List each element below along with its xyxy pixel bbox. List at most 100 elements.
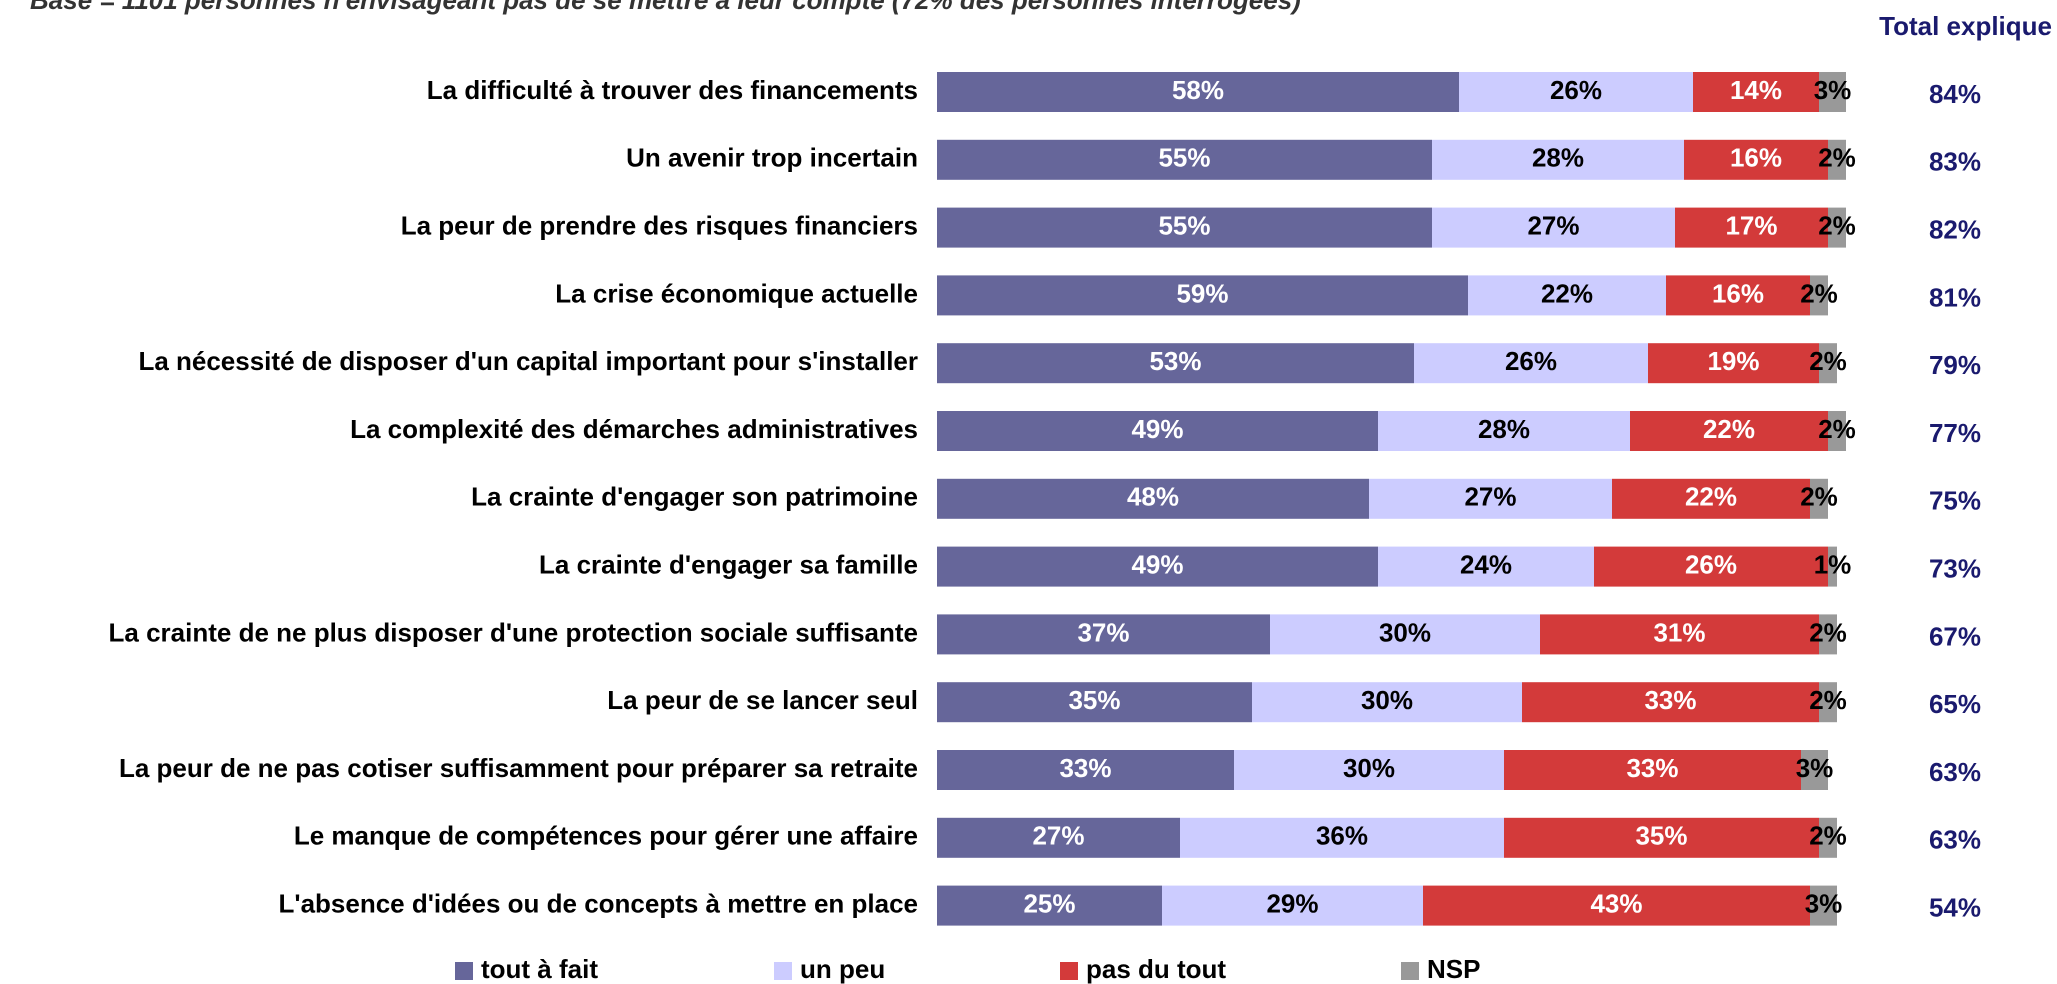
bar-segment — [1819, 72, 1846, 112]
bar-segment — [937, 139, 1432, 180]
bar-segment — [1828, 546, 1837, 587]
bar-segment — [937, 343, 1414, 384]
total-label: 65% — [1929, 689, 1981, 719]
value-label: 24% — [1460, 549, 1512, 579]
total-label: 82% — [1929, 214, 1981, 244]
legend-swatch — [774, 962, 792, 980]
legend-label: NSP — [1427, 954, 1480, 984]
value-label: 1% — [1814, 549, 1852, 579]
bar-segment — [1828, 411, 1846, 451]
value-label: 2% — [1800, 278, 1838, 308]
bar-segment — [1810, 885, 1837, 926]
value-label: 2% — [1818, 210, 1856, 240]
value-label: 3% — [1805, 888, 1843, 918]
value-label: 59% — [1176, 278, 1228, 308]
bar-segment — [1810, 275, 1828, 316]
value-label: 55% — [1158, 143, 1210, 173]
value-label: 17% — [1725, 210, 1777, 240]
total-label: 54% — [1929, 892, 1981, 922]
legend-swatch — [1060, 962, 1078, 980]
bar-segment — [1162, 885, 1423, 926]
total-label: 84% — [1929, 79, 1981, 109]
value-label: 3% — [1814, 75, 1852, 105]
bar-segment — [1432, 139, 1684, 180]
bar-segment — [1459, 72, 1693, 112]
bar-segment — [1378, 411, 1630, 451]
value-label: 16% — [1712, 278, 1764, 308]
category-label: La crainte d'engager sa famille — [539, 549, 918, 579]
bar-segment — [1819, 817, 1837, 858]
value-label: 26% — [1505, 346, 1557, 376]
bar-segment — [1369, 478, 1612, 519]
value-label: 58% — [1172, 75, 1224, 105]
value-label: 2% — [1809, 821, 1847, 851]
category-label: La complexité des démarches administrati… — [350, 414, 918, 444]
category-label: La peur de prendre des risques financier… — [401, 210, 918, 240]
value-label: 55% — [1158, 210, 1210, 240]
value-label: 35% — [1068, 685, 1120, 715]
bar-segment — [1594, 546, 1828, 587]
bar-segment — [1504, 817, 1819, 858]
value-label: 53% — [1149, 346, 1201, 376]
category-label: Un avenir trop incertain — [626, 143, 918, 173]
value-label: 37% — [1077, 617, 1129, 647]
bar-segment — [1630, 411, 1828, 451]
value-label: 30% — [1343, 753, 1395, 783]
total-label: 63% — [1929, 825, 1981, 855]
value-label: 25% — [1023, 888, 1075, 918]
total-label: 73% — [1929, 553, 1981, 583]
bar-segment — [1828, 139, 1846, 180]
bar-segment — [1234, 750, 1504, 790]
total-label: 77% — [1929, 418, 1981, 448]
value-label: 16% — [1730, 143, 1782, 173]
bar-segment — [937, 546, 1378, 587]
value-label: 2% — [1818, 143, 1856, 173]
bar-segment — [1684, 139, 1828, 180]
total-label: 67% — [1929, 621, 1981, 651]
value-label: 22% — [1685, 482, 1737, 512]
bar-segment — [937, 885, 1162, 926]
bar-segment — [1819, 343, 1837, 384]
bar-segment — [1819, 614, 1837, 655]
bar-segment — [1540, 614, 1819, 655]
value-label: 30% — [1379, 617, 1431, 647]
legend-swatch — [1401, 962, 1419, 980]
bar-segment — [1648, 343, 1819, 384]
bar-segment — [1612, 478, 1810, 519]
value-label: 29% — [1266, 888, 1318, 918]
legend-label: tout à fait — [481, 954, 598, 984]
value-label: 26% — [1685, 549, 1737, 579]
value-label: 49% — [1131, 549, 1183, 579]
bar-segment — [1504, 750, 1801, 790]
value-label: 31% — [1653, 617, 1705, 647]
total-label: 81% — [1929, 282, 1981, 312]
value-label: 49% — [1131, 414, 1183, 444]
category-label: L'absence d'idées ou de concepts à mettr… — [279, 888, 918, 918]
bar-segment — [937, 614, 1270, 655]
total-title: Total explique — [1879, 11, 2052, 41]
bar-segment — [1819, 682, 1837, 723]
category-label: La crise économique actuelle — [555, 278, 918, 308]
value-label: 27% — [1464, 482, 1516, 512]
value-label: 33% — [1644, 685, 1696, 715]
bar-segment — [1675, 207, 1828, 248]
bar-segment — [1828, 207, 1846, 248]
subtitle: Base = 1101 personnes n'envisageant pas … — [30, 0, 1301, 15]
value-label: 19% — [1707, 346, 1759, 376]
category-label: La nécessité de disposer d'un capital im… — [138, 346, 918, 376]
value-label: 22% — [1703, 414, 1755, 444]
total-label: 63% — [1929, 757, 1981, 787]
value-label: 36% — [1316, 821, 1368, 851]
value-label: 35% — [1635, 821, 1687, 851]
legend-swatch — [455, 962, 473, 980]
value-label: 48% — [1127, 482, 1179, 512]
bar-segment — [1252, 682, 1522, 723]
value-label: 26% — [1550, 75, 1602, 105]
bar-segment — [937, 72, 1459, 112]
bar-segment — [1378, 546, 1594, 587]
category-label: La crainte de ne plus disposer d'une pro… — [109, 617, 918, 647]
bar-segment — [1801, 750, 1828, 790]
value-label: 27% — [1032, 821, 1084, 851]
bar-segment — [1522, 682, 1819, 723]
